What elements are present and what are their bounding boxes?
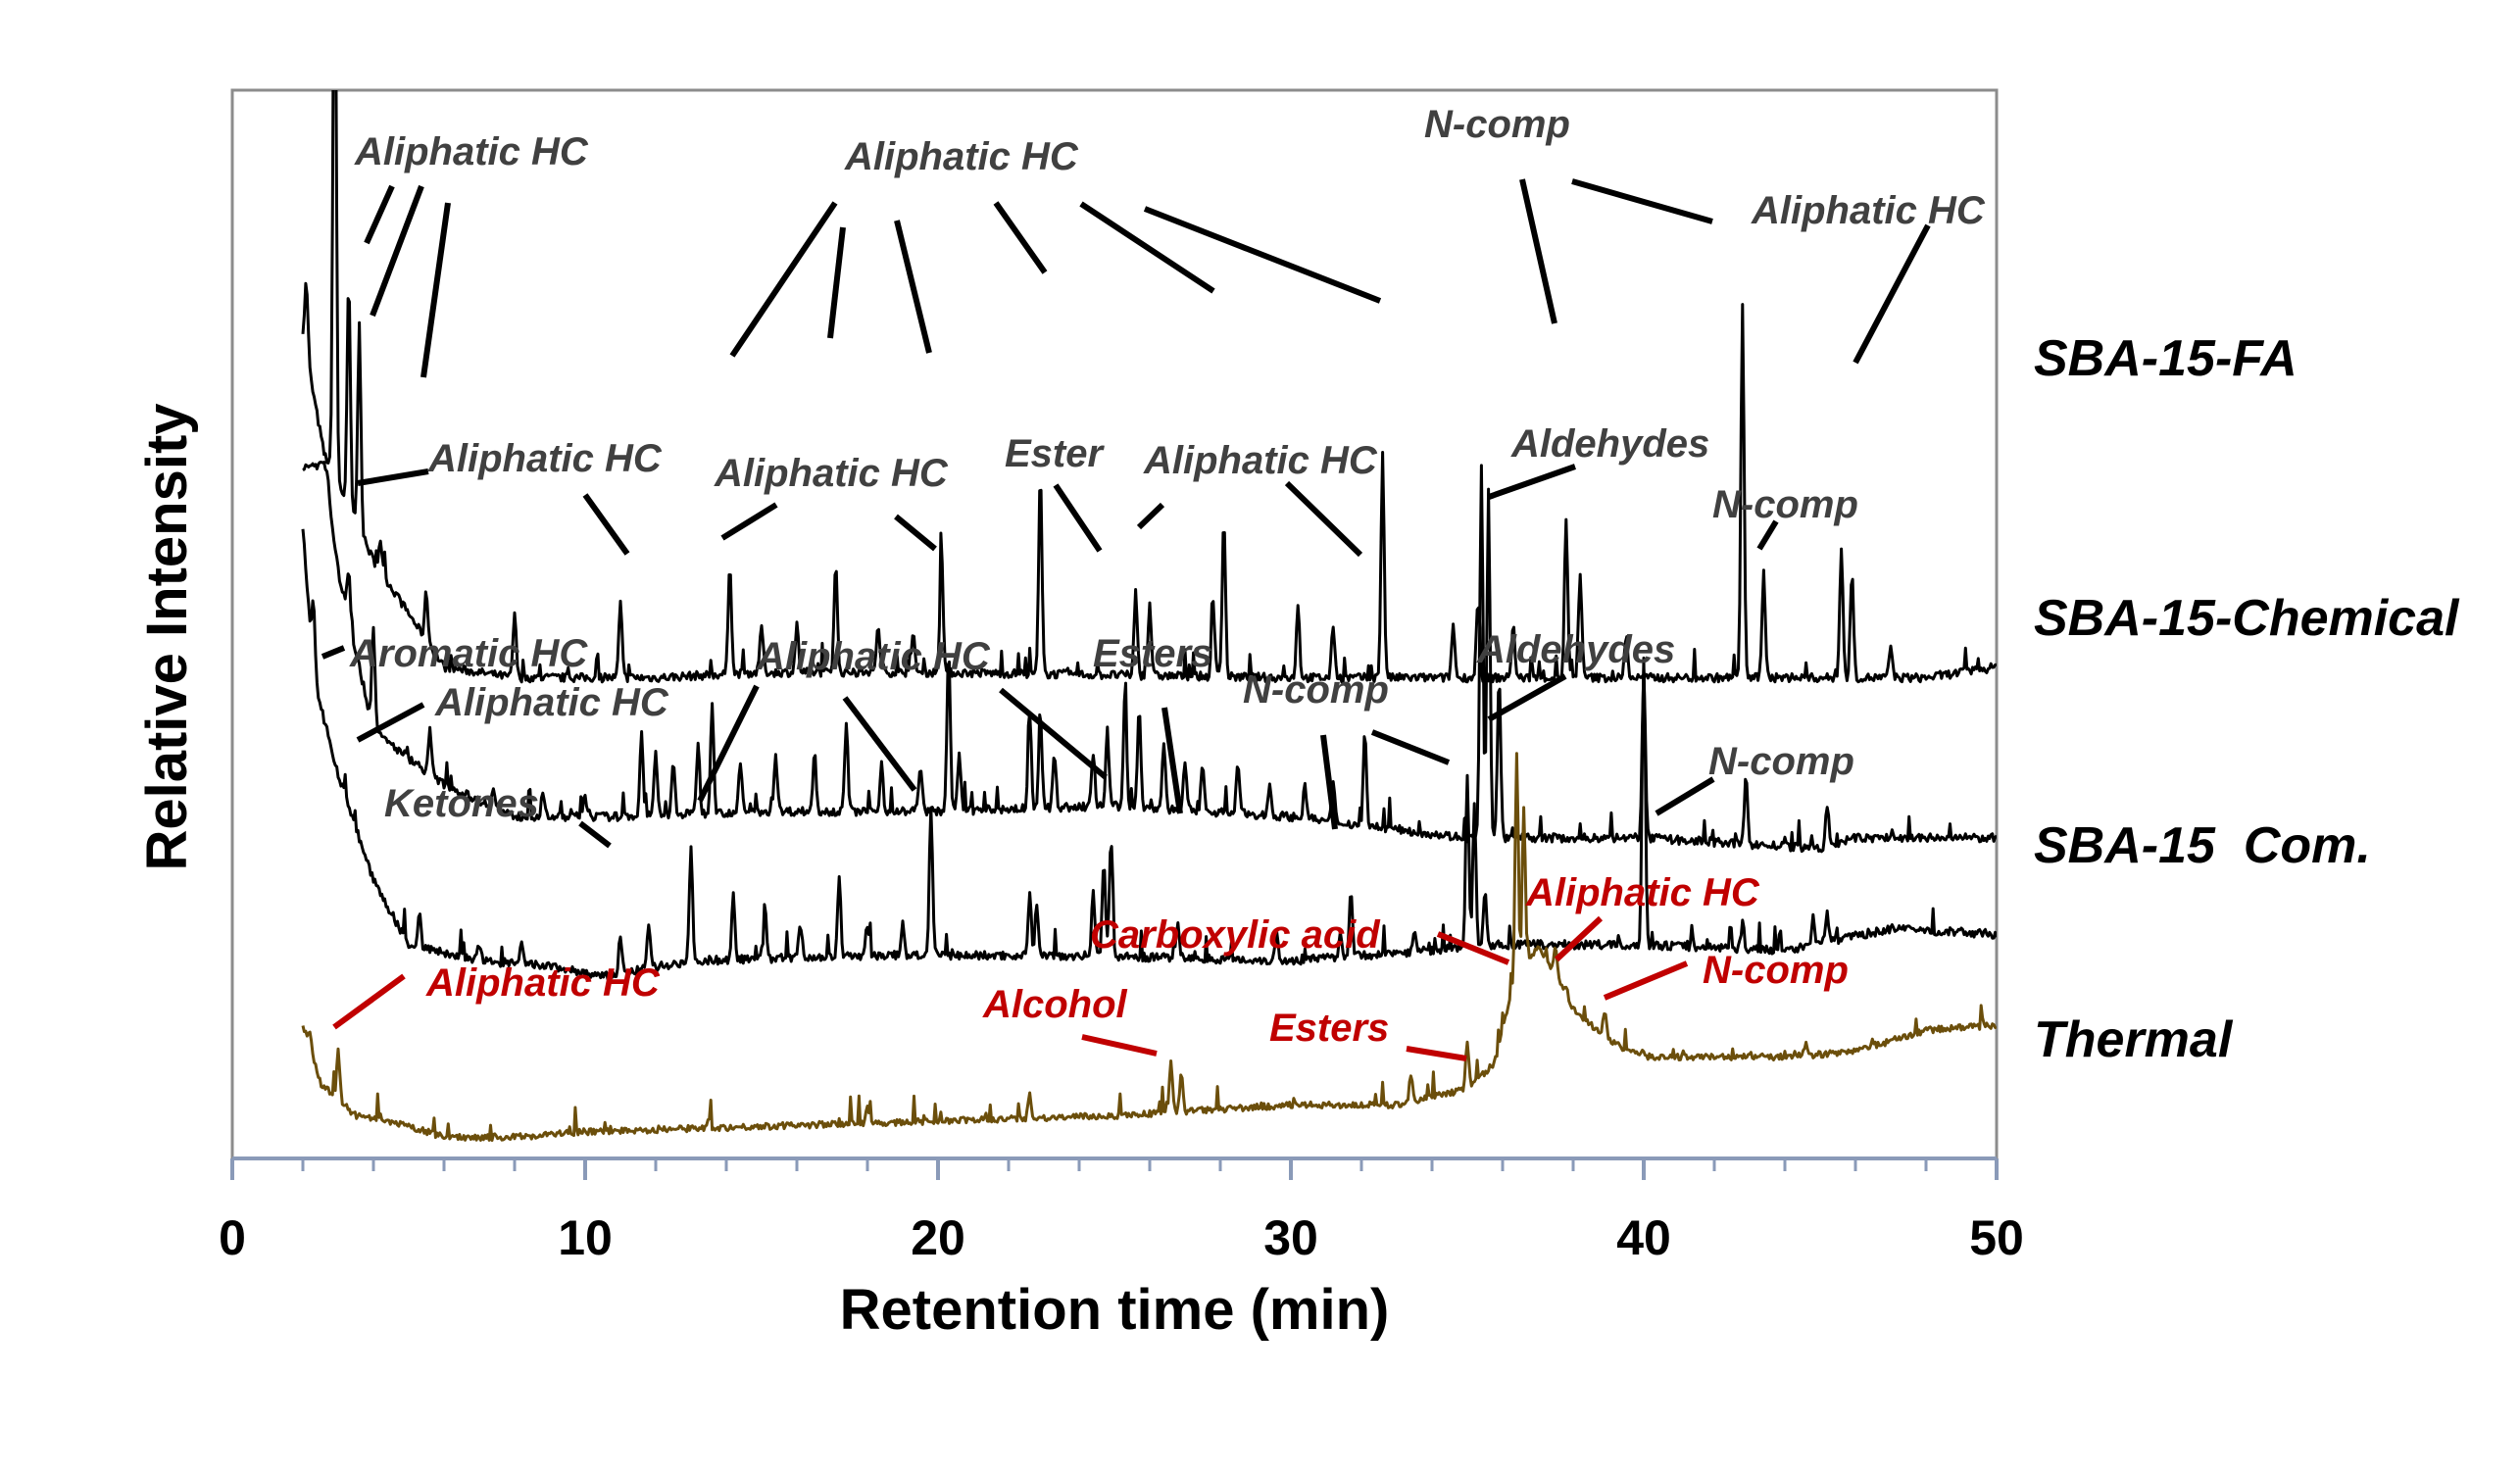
x-tick-label: 30 bbox=[1263, 1210, 1318, 1265]
annotation-leader-line bbox=[357, 468, 429, 486]
series-trace-3 bbox=[301, 752, 1997, 1142]
annotation-leader-line bbox=[720, 502, 778, 541]
series-trace-2 bbox=[301, 528, 1997, 981]
series-label-sba15-com: SBA-15 Com. bbox=[2034, 817, 2371, 874]
annotation-label: Aliphatic HC bbox=[427, 437, 663, 480]
annotation-leader-line bbox=[1603, 960, 1689, 1001]
annotation-label: Aliphatic HC bbox=[844, 135, 1079, 178]
annotation-label: Aliphatic HC bbox=[714, 452, 949, 495]
annotation-leader-line bbox=[1853, 223, 1931, 365]
chromatogram-traces bbox=[301, 90, 1997, 1142]
series-label-sba15-chemical: SBA-15-Chemical bbox=[2034, 590, 2460, 647]
y-axis-title: Relative Intensity bbox=[135, 403, 199, 870]
annotation-leader-line bbox=[356, 702, 425, 743]
annotation-leader-line bbox=[1081, 1034, 1158, 1057]
annotation-leader-line bbox=[1079, 201, 1215, 294]
annotation-leader-line bbox=[420, 202, 451, 378]
annotation-leader-line bbox=[582, 493, 630, 556]
x-tick-label: 40 bbox=[1616, 1210, 1671, 1265]
annotation-label: Alcohol bbox=[982, 983, 1128, 1026]
annotation-leader-line bbox=[999, 687, 1108, 780]
annotation-label: Esters bbox=[1269, 1007, 1389, 1050]
annotation-leader-lines bbox=[321, 178, 1931, 1061]
annotation-leader-line bbox=[1406, 1046, 1467, 1061]
annotation-leader-line bbox=[578, 820, 612, 849]
annotation-leader-line bbox=[1161, 707, 1183, 814]
annotation-leader-line bbox=[1320, 734, 1338, 830]
annotation-leader-line bbox=[1488, 464, 1576, 500]
annotation-label: Aliphatic HC bbox=[756, 635, 991, 678]
annotation-label: N-comp bbox=[1424, 103, 1570, 146]
annotation-label: Aldehydes bbox=[1476, 628, 1675, 671]
series-trace-1 bbox=[302, 461, 1997, 854]
annotation-label: N-comp bbox=[1708, 740, 1854, 783]
annotation-leader-line bbox=[729, 201, 838, 358]
annotation-leader-line bbox=[332, 973, 406, 1030]
annotation-leader-line bbox=[370, 184, 424, 318]
annotation-label: Aldehydes bbox=[1510, 422, 1709, 466]
x-tick-label: 20 bbox=[911, 1210, 965, 1265]
series-trace-0 bbox=[301, 90, 1997, 684]
series-label-thermal: Thermal bbox=[2034, 1011, 2234, 1068]
annotation-leader-line bbox=[1136, 502, 1165, 530]
annotation-leader-line bbox=[1519, 178, 1557, 324]
series-line bbox=[301, 90, 1997, 684]
annotation-label: Aromatic HC bbox=[349, 632, 588, 675]
series-line bbox=[301, 528, 1997, 981]
annotation-label: Aliphatic HC bbox=[354, 130, 589, 173]
annotation-leader-line bbox=[894, 220, 932, 354]
annotation-leader-line bbox=[993, 201, 1048, 274]
annotation-leader-line bbox=[1487, 673, 1567, 722]
annotation-leader-line bbox=[1143, 206, 1382, 304]
annotation-leader-line bbox=[842, 696, 917, 792]
annotation-label: N-comp bbox=[1712, 483, 1858, 526]
x-tick-label: 50 bbox=[1969, 1210, 2024, 1265]
x-tick-label: 10 bbox=[558, 1210, 613, 1265]
annotation-label: Esters bbox=[1093, 632, 1212, 675]
annotation-label: Aliphatic HC bbox=[1525, 871, 1760, 914]
annotation-leader-line bbox=[364, 184, 395, 245]
annotation-leader-line bbox=[697, 684, 760, 803]
annotation-leader-line bbox=[1554, 915, 1604, 962]
annotation-leader-line bbox=[827, 226, 846, 339]
annotation-leader-line bbox=[1370, 729, 1451, 765]
annotation-label: Aliphatic HC bbox=[425, 961, 661, 1005]
annotation-leader-line bbox=[1436, 931, 1510, 965]
x-tick-label: 0 bbox=[219, 1210, 246, 1265]
annotation-leader-line bbox=[321, 645, 346, 660]
annotation-leader-line bbox=[1655, 776, 1715, 816]
annotation-leader-line bbox=[1571, 178, 1713, 224]
annotation-leader-line bbox=[1756, 519, 1779, 551]
annotation-label: Aliphatic HC bbox=[1143, 439, 1378, 482]
annotation-label: N-comp bbox=[1243, 668, 1389, 712]
plot-frame-border bbox=[230, 88, 1999, 1158]
plot-area bbox=[230, 88, 1999, 1180]
x-axis-title: Retention time (min) bbox=[840, 1278, 1390, 1342]
annotation-label: Aliphatic HC bbox=[434, 681, 669, 724]
annotation-label: Aliphatic HC bbox=[1751, 189, 1986, 232]
annotation-leader-line bbox=[1053, 483, 1103, 553]
annotation-leader-line bbox=[894, 514, 937, 552]
annotation-label: Ketones bbox=[384, 782, 539, 825]
annotation-leader-line bbox=[1284, 480, 1363, 558]
series-line bbox=[301, 752, 1997, 1142]
series-line bbox=[302, 461, 1997, 854]
series-label-sba15-fa: SBA-15-FA bbox=[2034, 330, 2298, 387]
annotation-label: Ester bbox=[1005, 432, 1105, 475]
annotation-label: Carboxylic acid bbox=[1090, 913, 1381, 957]
annotation-label: N-comp bbox=[1703, 949, 1849, 992]
